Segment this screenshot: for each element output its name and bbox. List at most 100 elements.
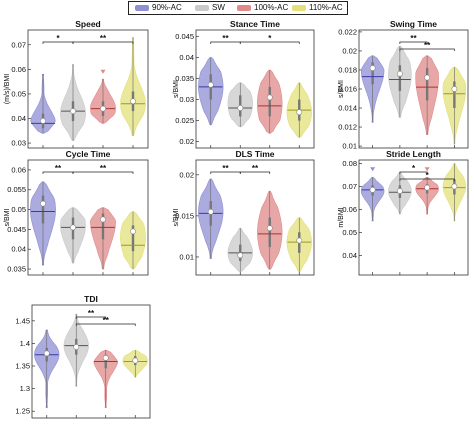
y-tick-label: 0.014 xyxy=(338,104,357,113)
y-axis-label: s/BMI xyxy=(173,209,180,227)
legend-swatch xyxy=(292,5,306,11)
y-tick-label: 0.07 xyxy=(342,182,357,191)
chart-title: Stance Time xyxy=(230,19,280,29)
violin-mean xyxy=(237,252,244,259)
significance-bracket xyxy=(239,41,300,44)
y-tick-label: 0.022 xyxy=(338,27,357,36)
violin-iqr xyxy=(268,217,271,248)
significance-label: ** xyxy=(424,41,431,50)
y-tick-label: 0.018 xyxy=(338,65,357,74)
significance-label: ** xyxy=(100,34,107,43)
y-tick-label: 1.3 xyxy=(20,384,30,393)
y-tick-label: 0.02 xyxy=(342,46,357,55)
y-axis-label: s/BMI xyxy=(173,80,180,98)
violin-mean xyxy=(40,200,46,207)
significance-label: ** xyxy=(55,164,62,173)
violin-mean xyxy=(396,188,403,194)
y-axis-label: m/BMI xyxy=(338,207,345,227)
y-tick-label: 0.04 xyxy=(179,53,194,62)
violin-mean xyxy=(100,105,106,112)
chart-title: TDI xyxy=(84,294,98,304)
violin-iqr xyxy=(425,68,429,101)
y-tick-label: 0.03 xyxy=(11,139,26,148)
violin-mean xyxy=(132,357,139,364)
significance-label: ** xyxy=(222,164,229,173)
violin-mean xyxy=(102,354,109,361)
outlier-marker xyxy=(424,167,430,172)
violin-mean xyxy=(369,65,376,71)
significance-label: ** xyxy=(88,309,95,318)
violin-mean xyxy=(70,108,76,115)
significance-bracket xyxy=(399,178,455,181)
violin-iqr xyxy=(371,62,374,85)
y-tick-label: 0.01 xyxy=(342,142,357,151)
y-tick-label: 0.035 xyxy=(175,74,194,83)
violin-mean xyxy=(130,98,136,105)
y-tick-label: 1.25 xyxy=(15,407,30,416)
violin-mean xyxy=(40,118,46,124)
outlier-marker xyxy=(100,69,106,74)
y-tick-label: 0.01 xyxy=(179,252,194,261)
significance-label: * xyxy=(56,34,60,43)
y-tick-label: 0.04 xyxy=(11,114,26,123)
violin-mean xyxy=(207,81,214,88)
y-tick-label: 0.06 xyxy=(342,205,357,214)
chart-panel: TDI 1.25 1.3 1.35 1.4 1.45 ** ** xyxy=(15,294,151,419)
chart-panel: Stride Length m/BMI 0.04 0.05 0.06 0.07 0.08 * * xyxy=(338,149,469,276)
y-tick-label: 0.012 xyxy=(338,123,357,132)
significance-label: ** xyxy=(410,34,417,43)
y-tick-label: 1.35 xyxy=(15,362,30,371)
violin-mean xyxy=(396,70,403,77)
significance-label: ** xyxy=(222,34,229,43)
chart-title: Speed xyxy=(75,19,101,29)
plot-frame xyxy=(27,159,149,276)
legend-label: 100%-AC xyxy=(254,3,289,12)
significance-bracket xyxy=(75,323,136,326)
violin-mean xyxy=(369,186,376,193)
legend-swatch xyxy=(135,5,149,11)
violin-mean xyxy=(451,86,458,92)
y-axis-label: (m/s)/BMI xyxy=(4,74,11,104)
significance-label: ** xyxy=(100,164,107,173)
significance-bracket xyxy=(399,41,428,44)
significance-bracket xyxy=(399,48,455,51)
significance-label: ** xyxy=(103,316,110,325)
y-tick-label: 0.015 xyxy=(175,211,194,220)
violin-mean xyxy=(266,225,273,232)
y-tick-label: 0.045 xyxy=(7,225,26,234)
violin-mean xyxy=(207,208,214,215)
significance-label: ** xyxy=(252,164,259,173)
y-axis-label: s/BMI xyxy=(338,80,345,98)
violin-mean xyxy=(43,350,50,357)
plot-frame xyxy=(31,304,151,419)
violin-mean xyxy=(266,94,273,101)
plot-frame xyxy=(358,159,469,276)
significance-bracket xyxy=(75,316,107,319)
legend-swatch xyxy=(237,5,251,11)
violin-mean xyxy=(296,109,303,116)
y-tick-label: 0.035 xyxy=(7,265,26,274)
y-tick-label: 0.08 xyxy=(342,159,357,168)
violin-mean xyxy=(237,105,244,111)
legend-swatch xyxy=(195,5,209,11)
chart-panel: Stance Time s/BMI 0.02 0.025 0.03 0.035 0.04 0.… xyxy=(173,19,315,149)
legend-label: SW xyxy=(212,3,225,12)
y-tick-label: 0.03 xyxy=(179,95,194,104)
y-tick-label: 0.055 xyxy=(7,185,26,194)
plot-frame xyxy=(195,29,315,149)
plot-frame xyxy=(27,29,149,149)
violin-mean xyxy=(70,224,76,231)
y-axis-label: s/BMI xyxy=(4,209,11,227)
y-tick-label: 0.06 xyxy=(11,165,26,174)
violin-iqr xyxy=(101,213,105,240)
violin-mean xyxy=(424,184,431,191)
chart-title: Cycle Time xyxy=(66,149,111,159)
significance-bracket xyxy=(399,171,428,174)
plot-frame xyxy=(195,159,315,276)
chart-title: DLS Time xyxy=(235,149,274,159)
chart-panel: Cycle Time s/BMI 0.035 0.04 0.045 0.05 0.055 0.… xyxy=(4,149,149,276)
violin-mean xyxy=(130,228,136,235)
y-tick-label: 0.016 xyxy=(338,85,357,94)
y-tick-label: 0.07 xyxy=(11,40,26,49)
